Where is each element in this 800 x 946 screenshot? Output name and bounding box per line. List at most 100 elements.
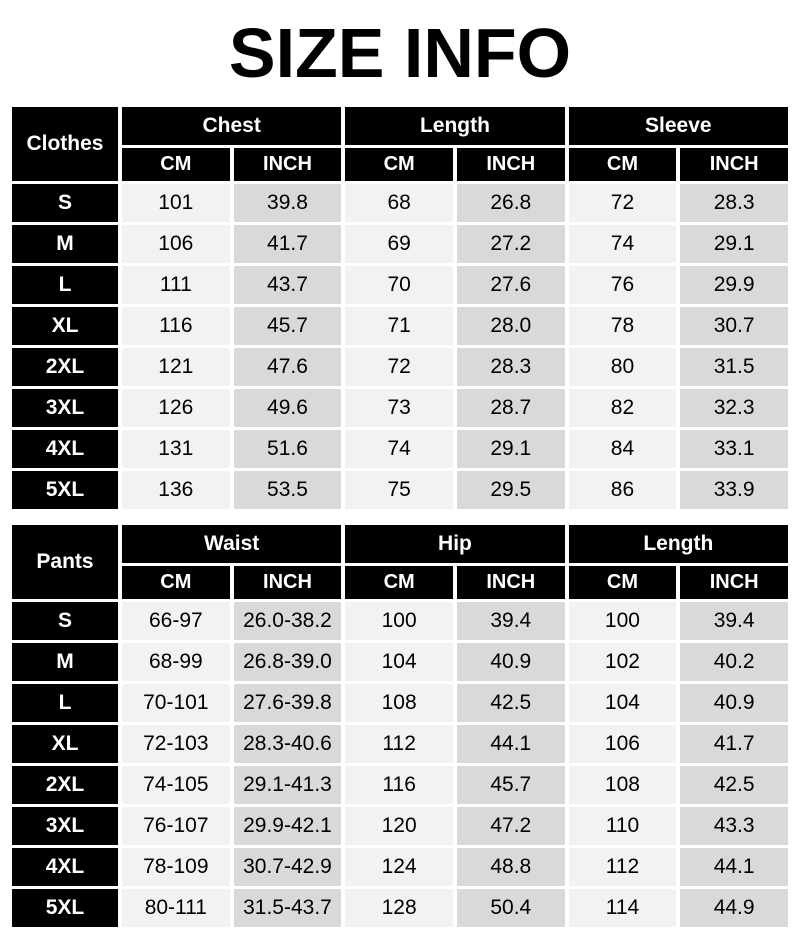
cm-value: 128 [345,889,453,927]
clothes-size-table-header: Clothes Chest Length Sleeve CM INCH CM INCH CM IN… [12,107,788,181]
cm-value: 121 [122,348,230,386]
table-row: L 70-101 27.6-39.8 108 42.5 104 40.9 [12,684,788,722]
unit-header-cm: CM [568,148,677,181]
unit-header-inch: INCH [233,148,342,181]
table-row: M 106 41.7 69 27.2 74 29.1 [12,225,788,263]
inch-value: 39.8 [233,184,342,222]
inch-value: 40.9 [680,684,788,722]
inch-value: 42.5 [680,766,788,804]
size-label: S [12,184,118,222]
size-label: S [12,602,118,640]
cm-value: 71 [345,307,453,345]
inch-value: 27.6 [456,266,565,304]
size-label: 4XL [12,848,118,886]
cm-value: 100 [345,602,453,640]
cm-value: 86 [568,471,677,509]
cm-value: 112 [345,725,453,763]
inch-value: 39.4 [456,602,565,640]
size-label: 2XL [12,348,118,386]
inch-value: 44.1 [680,848,788,886]
unit-header-row: CM INCH CM INCH CM INCH [12,566,788,599]
cm-value: 82 [568,389,677,427]
cm-value: 80 [568,348,677,386]
corner-label-pants: Pants [12,525,118,599]
cm-value: 108 [568,766,677,804]
cm-value: 136 [122,471,230,509]
inch-value: 29.5 [456,471,565,509]
inch-value: 28.0 [456,307,565,345]
inch-value: 49.6 [233,389,342,427]
inch-value: 40.9 [456,643,565,681]
inch-value: 53.5 [233,471,342,509]
unit-header-inch: INCH [456,566,565,599]
cm-value: 116 [122,307,230,345]
inch-value: 29.9-42.1 [233,807,342,845]
table-row: XL 72-103 28.3-40.6 112 44.1 106 41.7 [12,725,788,763]
inch-value: 30.7 [680,307,788,345]
size-label: 4XL [12,430,118,468]
table-row: 3XL 126 49.6 73 28.7 82 32.3 [12,389,788,427]
cm-value: 100 [568,602,677,640]
cm-value: 120 [345,807,453,845]
inch-value: 44.9 [680,889,788,927]
inch-value: 50.4 [456,889,565,927]
unit-header-cm: CM [122,148,230,181]
corner-label-clothes: Clothes [12,107,118,181]
inch-value: 44.1 [456,725,565,763]
table-row: M 68-99 26.8-39.0 104 40.9 102 40.2 [12,643,788,681]
group-header-row: Clothes Chest Length Sleeve [12,107,788,181]
inch-value: 29.1 [680,225,788,263]
cm-value: 101 [122,184,230,222]
inch-value: 29.1-41.3 [233,766,342,804]
size-label: L [12,266,118,304]
inch-value: 26.8-39.0 [233,643,342,681]
inch-value: 30.7-42.9 [233,848,342,886]
clothes-size-table-body: S 101 39.8 68 26.8 72 28.3 M 106 41.7 69 27.2 74 29.1… [12,184,788,509]
inch-value: 31.5-43.7 [233,889,342,927]
cm-value: 131 [122,430,230,468]
table-row: 5XL 136 53.5 75 29.5 86 33.9 [12,471,788,509]
cm-value: 70-101 [122,684,230,722]
inch-value: 26.8 [456,184,565,222]
cm-value: 76-107 [122,807,230,845]
inch-value: 26.0-38.2 [233,602,342,640]
size-label: 5XL [12,471,118,509]
cm-value: 108 [345,684,453,722]
table-row: 3XL 76-107 29.9-42.1 120 47.2 110 43.3 [12,807,788,845]
cm-value: 102 [568,643,677,681]
cm-value: 84 [568,430,677,468]
column-group-hip: Hip [345,525,565,563]
inch-value: 33.9 [680,471,788,509]
cm-value: 104 [568,684,677,722]
table-row: L 111 43.7 70 27.6 76 29.9 [12,266,788,304]
cm-value: 80-111 [122,889,230,927]
size-label: XL [12,307,118,345]
clothes-size-table: Clothes Chest Length Sleeve CM INCH CM INCH CM IN… [8,104,792,512]
cm-value: 68 [345,184,453,222]
cm-value: 106 [568,725,677,763]
inch-value: 42.5 [456,684,565,722]
inch-value: 28.3 [456,348,565,386]
inch-value: 28.3 [680,184,788,222]
inch-value: 29.9 [680,266,788,304]
pants-size-table-body: S 66-97 26.0-38.2 100 39.4 100 39.4 M 68-99 26.8-… [12,602,788,927]
inch-value: 32.3 [680,389,788,427]
cm-value: 111 [122,266,230,304]
cm-value: 112 [568,848,677,886]
table-row: 2XL 74-105 29.1-41.3 116 45.7 108 42.5 [12,766,788,804]
inch-value: 28.3-40.6 [233,725,342,763]
inch-value: 40.2 [680,643,788,681]
cm-value: 68-99 [122,643,230,681]
cm-value: 104 [345,643,453,681]
inch-value: 47.2 [456,807,565,845]
size-label: 3XL [12,807,118,845]
cm-value: 75 [345,471,453,509]
inch-value: 27.6-39.8 [233,684,342,722]
unit-header-cm: CM [345,566,453,599]
cm-value: 74-105 [122,766,230,804]
column-group-length: Length [345,107,565,145]
size-label: 5XL [12,889,118,927]
cm-value: 106 [122,225,230,263]
inch-value: 28.7 [456,389,565,427]
unit-header-row: CM INCH CM INCH CM INCH [12,148,788,181]
